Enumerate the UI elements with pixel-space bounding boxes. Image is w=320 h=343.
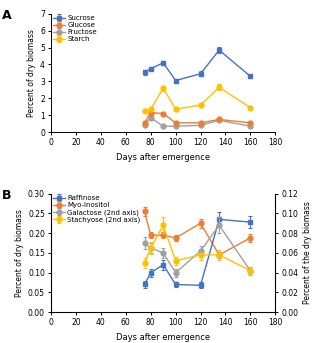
Y-axis label: Percent of the dry biomass: Percent of the dry biomass: [303, 201, 312, 304]
Y-axis label: Percent of dry biomass: Percent of dry biomass: [27, 29, 36, 117]
Y-axis label: Percent of dry biomass: Percent of dry biomass: [15, 209, 24, 297]
Text: B: B: [2, 189, 12, 202]
X-axis label: Days after emergence: Days after emergence: [116, 153, 210, 162]
Legend: Raffinose, Myo-inositol, Galactose (2nd axis), Stachyose (2nd axis): Raffinose, Myo-inositol, Galactose (2nd …: [52, 194, 141, 224]
Legend: Sucrose, Glucose, Fructose, Starch: Sucrose, Glucose, Fructose, Starch: [52, 14, 98, 43]
X-axis label: Days after emergence: Days after emergence: [116, 333, 210, 342]
Text: A: A: [2, 9, 12, 22]
